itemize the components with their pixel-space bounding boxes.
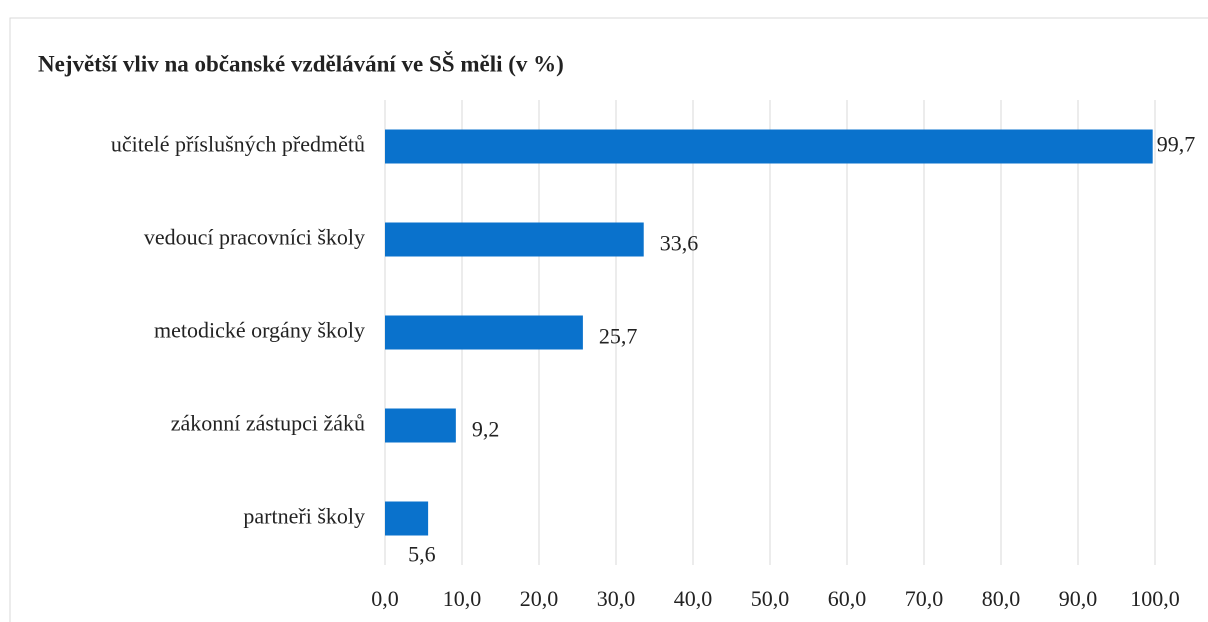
chart-title: Největší vliv na občanské vzdělávání ve … bbox=[38, 50, 564, 76]
y-tick-label: partneři školy bbox=[243, 504, 365, 529]
bar bbox=[385, 408, 456, 443]
x-tick-label: 70,0 bbox=[905, 586, 944, 611]
y-tick-label: vedoucí pracovníci školy bbox=[144, 225, 365, 250]
chart-border bbox=[9, 17, 1208, 622]
x-tick-label: 0,0 bbox=[371, 586, 399, 611]
value-label: 5,6 bbox=[408, 542, 436, 567]
bar bbox=[385, 222, 644, 257]
bar bbox=[385, 129, 1153, 164]
x-tick-label: 60,0 bbox=[828, 586, 867, 611]
x-tick-label: 40,0 bbox=[674, 586, 713, 611]
x-tick-label: 80,0 bbox=[982, 586, 1021, 611]
value-label: 99,7 bbox=[1157, 132, 1196, 157]
x-tick-label: 10,0 bbox=[443, 586, 482, 611]
x-tick-label: 90,0 bbox=[1059, 586, 1098, 611]
x-tick-label: 50,0 bbox=[751, 586, 790, 611]
value-label: 9,2 bbox=[472, 417, 500, 442]
bar bbox=[385, 315, 583, 350]
x-tick-label: 30,0 bbox=[597, 586, 636, 611]
x-tick-label: 20,0 bbox=[520, 586, 559, 611]
x-tick-label: 100,0 bbox=[1130, 586, 1180, 611]
value-label: 33,6 bbox=[660, 231, 699, 256]
y-tick-label: zákonní zástupci žáků bbox=[171, 411, 365, 436]
bar bbox=[385, 501, 429, 536]
value-label: 25,7 bbox=[599, 324, 638, 349]
y-tick-label: metodické orgány školy bbox=[154, 318, 365, 343]
y-tick-label: učitelé příslušných předmětů bbox=[111, 132, 365, 157]
